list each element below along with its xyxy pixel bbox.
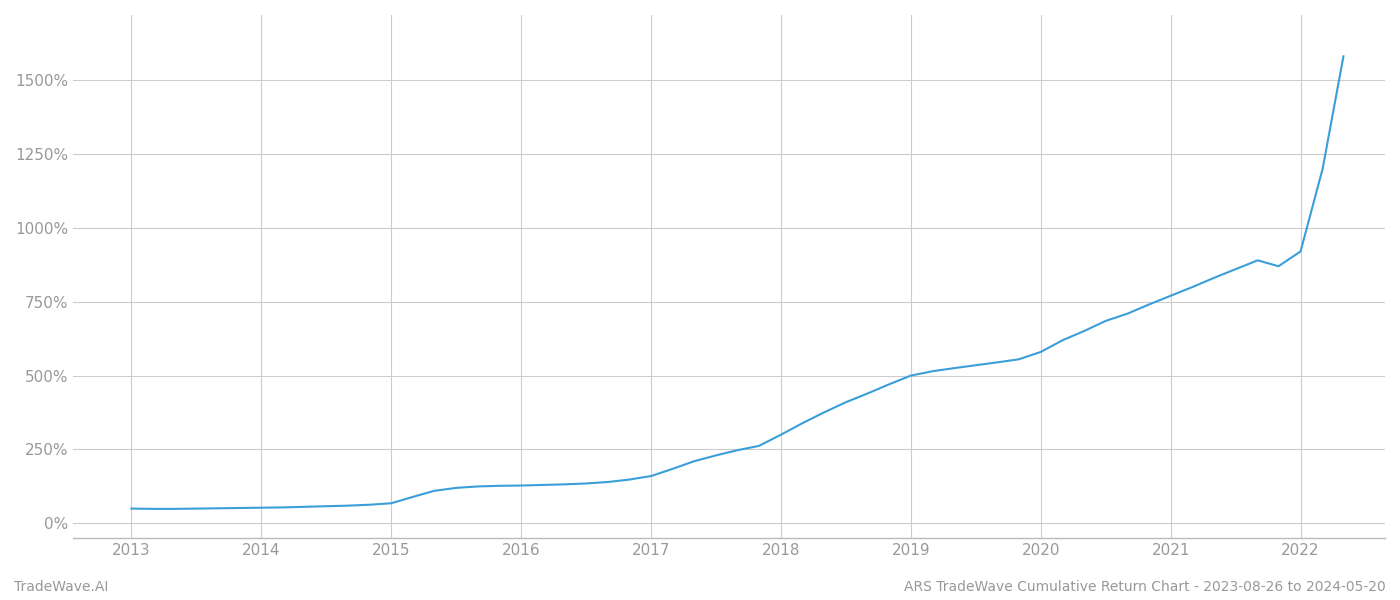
Text: TradeWave.AI: TradeWave.AI <box>14 580 108 594</box>
Text: ARS TradeWave Cumulative Return Chart - 2023-08-26 to 2024-05-20: ARS TradeWave Cumulative Return Chart - … <box>904 580 1386 594</box>
